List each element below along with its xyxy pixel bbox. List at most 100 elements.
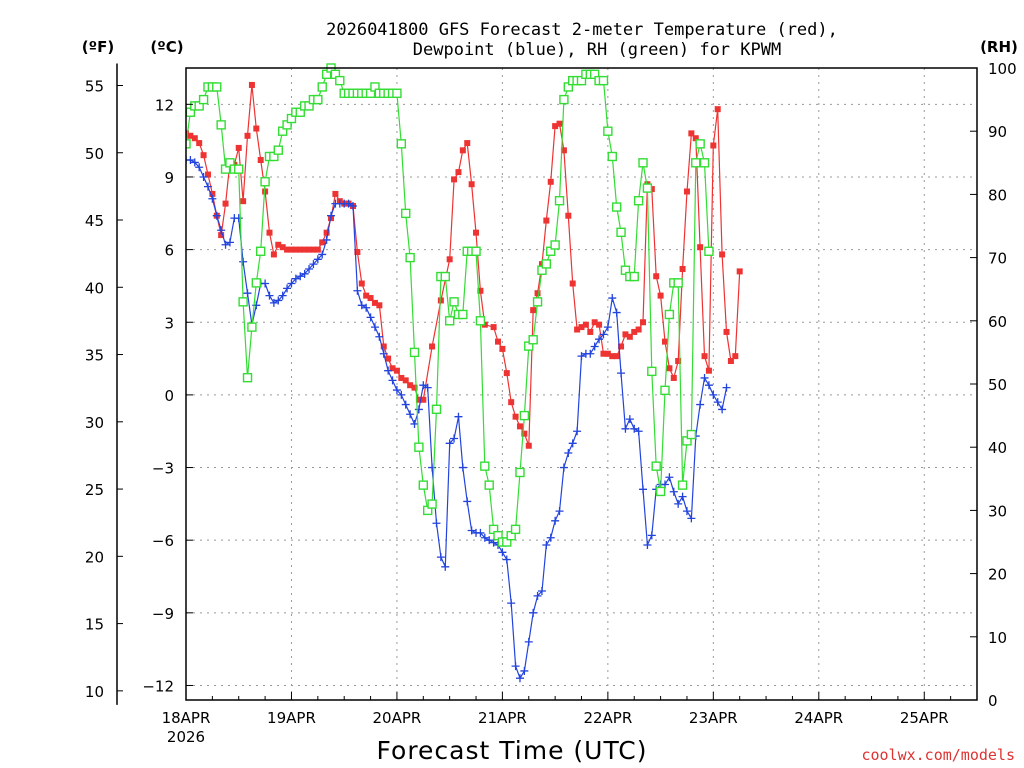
dewpoint-point [511, 662, 520, 671]
temperature-point [578, 324, 585, 331]
dewpoint-point [564, 449, 573, 458]
dewpoint-point [502, 555, 511, 564]
temperature-point [714, 106, 721, 113]
dewpoint-point [718, 405, 727, 414]
temperature-point [380, 343, 387, 350]
dewpoint-point [639, 485, 648, 494]
rh-point [699, 158, 710, 168]
rh-point [633, 196, 644, 206]
temperature-point [262, 188, 269, 195]
temperature-point [323, 229, 330, 236]
fahrenheit-tick-label: 50 [85, 145, 104, 163]
temperature-point [530, 307, 537, 314]
rh-point [616, 227, 626, 238]
temperature-point [727, 357, 734, 364]
rh-point [475, 316, 486, 326]
fahrenheit-tick-label: 20 [85, 548, 104, 566]
rh-point [273, 145, 283, 155]
dewpoint-point [419, 381, 428, 390]
dewpoint-point [410, 419, 419, 428]
dewpoint-point [186, 156, 195, 165]
temperature-point [508, 399, 515, 406]
temperature-point [732, 353, 739, 360]
celsius-tick-label: −12 [142, 677, 174, 695]
dewpoint-point [401, 400, 410, 409]
temperature-point [367, 295, 374, 302]
fahrenheit-tick-label: 30 [85, 414, 104, 432]
temperature-point [547, 178, 554, 185]
temperature-point [516, 423, 523, 430]
temperature-point [653, 273, 660, 280]
rh-point [405, 252, 415, 263]
temperature-point [473, 229, 480, 236]
dewpoint-point [450, 434, 459, 443]
dewpoint-point [533, 591, 542, 600]
dewpoint-point [379, 349, 388, 358]
celsius-tick-label: −9 [152, 605, 174, 623]
temperature-point [446, 256, 453, 263]
dewpoint-point [722, 383, 731, 392]
dewpoint-point [595, 335, 604, 344]
dewpoint-point [713, 398, 722, 407]
dewpoint-point [476, 528, 485, 537]
dewpoint-point [265, 291, 274, 300]
celsius-tick-label: 3 [164, 314, 174, 332]
dewpoint-point [507, 599, 516, 608]
temperature-point [306, 246, 313, 253]
dewpoint-point [243, 289, 252, 298]
rh-point [647, 366, 657, 377]
rh-point [528, 335, 538, 345]
temperature-point [191, 135, 198, 142]
dewpoint-point [498, 548, 507, 557]
dewpoint-point [647, 531, 656, 540]
dewpoint-point [278, 291, 287, 300]
temperature-point [209, 190, 216, 197]
rh-point [260, 177, 270, 187]
rh-point [449, 297, 459, 307]
temperature-point [679, 265, 686, 272]
rh-tick-label: 60 [988, 313, 1007, 331]
rh-point [212, 82, 222, 92]
fahrenheit-tick-label: 45 [85, 212, 104, 230]
temperature-point [358, 280, 365, 287]
rh-point [234, 164, 244, 174]
temperature-point [398, 374, 405, 381]
dewpoint-point [261, 279, 270, 288]
temperature-point [332, 190, 339, 197]
rh-point [335, 75, 345, 86]
rh-axis-unit: (RH) [980, 38, 1018, 56]
rh-point [559, 94, 569, 105]
temperature-point [521, 430, 528, 437]
credit-text: coolwx.com/models [861, 746, 1015, 764]
dewpoint-point [287, 279, 296, 288]
temperature-point [393, 367, 400, 374]
temperature-point [297, 246, 304, 253]
temperature-point [437, 297, 444, 304]
temperature-point [464, 140, 471, 147]
dewpoint-point [348, 202, 357, 211]
temperature-point [244, 132, 251, 139]
dewpoint-point [625, 415, 634, 424]
dewpoint-point [212, 211, 221, 220]
dewpoint-point [678, 492, 687, 501]
series-line [186, 66, 710, 543]
rh-point [427, 499, 437, 509]
rh-point [660, 385, 670, 396]
dewpoint-point [388, 376, 397, 385]
rh-point [418, 480, 428, 490]
dewpoint-point [599, 330, 608, 339]
dewpoint-point [300, 269, 309, 278]
temperature-point [670, 374, 677, 381]
rh-tick-label: 20 [988, 566, 1007, 584]
rh-point [519, 410, 530, 421]
temperature-point [385, 355, 392, 362]
temperature-point [455, 169, 462, 176]
fahrenheit-tick-label: 35 [85, 347, 104, 365]
temperature-point [270, 251, 277, 258]
rh-point [198, 94, 209, 105]
x-tick-label: 21APR [478, 709, 527, 727]
temperature-point [275, 241, 282, 248]
grid-lines [186, 68, 977, 700]
dewpoint-point [370, 323, 379, 332]
rh-point [691, 158, 701, 168]
